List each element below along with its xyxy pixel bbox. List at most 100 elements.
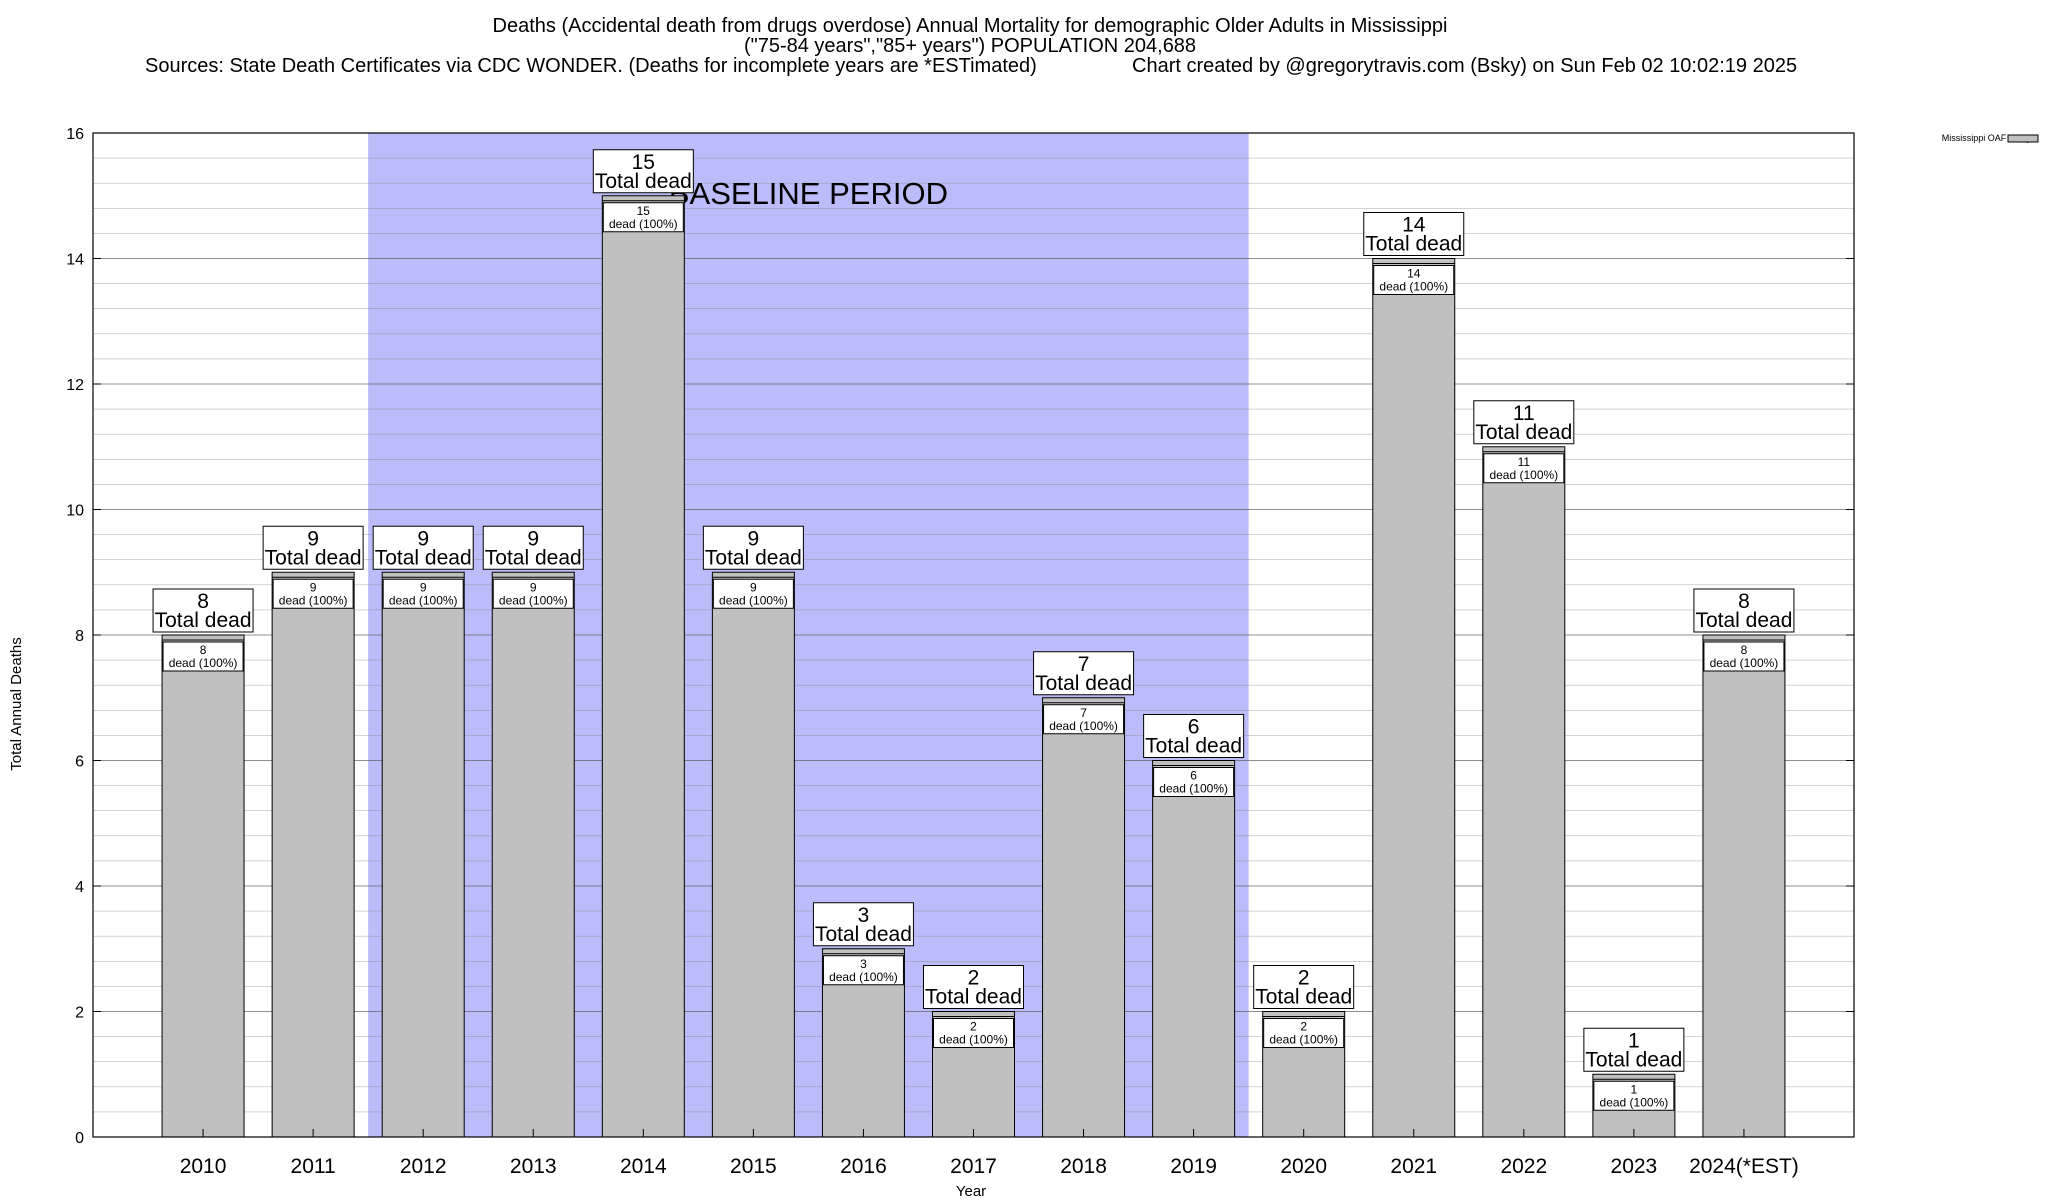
bar-top-total-label: Total dead	[815, 923, 912, 946]
bar-inner-percent-label: dead (100%)	[1269, 1033, 1338, 1047]
y-tick-label: 10	[66, 503, 84, 520]
x-tick-label: 2017	[950, 1155, 997, 1178]
x-tick-label: 2010	[180, 1155, 227, 1178]
bar-inner-value-label: 6	[1190, 769, 1197, 783]
bar-top-value-label: 9	[307, 527, 319, 550]
x-tick-label: 2011	[291, 1155, 336, 1178]
x-tick-label: 2022	[1500, 1155, 1547, 1178]
bar-top-value-label: 6	[1188, 716, 1200, 739]
bar	[1482, 446, 1566, 1138]
bar-top-value-label: 14	[1402, 214, 1426, 237]
bar-inner-value-label: 9	[310, 580, 317, 594]
bar-top-total-label: Total dead	[1695, 609, 1792, 632]
bar	[711, 571, 795, 1138]
x-tick-label: 2015	[730, 1155, 777, 1178]
bar-top-value-label: 8	[1738, 590, 1750, 613]
bar-top-value-label: 3	[858, 904, 870, 927]
x-tick-label: 2024(*EST)	[1689, 1155, 1799, 1178]
bar-top-total-label: Total dead	[1475, 421, 1572, 444]
bar-top-label-box	[592, 149, 694, 194]
bar-top-total-label: Total dead	[595, 170, 692, 193]
bar-inner-label-box	[602, 202, 684, 233]
bar-inner-label-box	[1263, 1018, 1345, 1048]
bar-inner-value-label: 3	[860, 957, 867, 971]
y-tick-label: 14	[66, 252, 84, 269]
bar-top-label-box	[812, 902, 914, 947]
bar-top-label-box	[702, 525, 804, 570]
bar-inner-percent-label: dead (100%)	[1489, 468, 1558, 482]
bar-inner-value-label: 9	[750, 580, 757, 594]
bar-top-total-label: Total dead	[1255, 986, 1352, 1009]
bar-inner-label-box	[1703, 641, 1785, 672]
bar-inner-value-label: 9	[530, 580, 537, 594]
bar-top-total-label: Total dead	[375, 546, 472, 569]
bar-inner-value-label: 2	[1300, 1020, 1307, 1034]
bar-top-value-label: 2	[968, 967, 980, 990]
bar-top-label-box	[1363, 212, 1465, 256]
bar-inner-percent-label: dead (100%)	[1600, 1095, 1669, 1109]
x-tick-label: 2023	[1611, 1155, 1658, 1178]
bar-top-label-box	[482, 525, 584, 570]
bar-inner-label-box	[1593, 1080, 1675, 1111]
bar-inner-value-label: 11	[1518, 455, 1531, 469]
bar	[381, 571, 465, 1138]
bar	[601, 195, 685, 1138]
bar-top-total-label: Total dead	[1145, 735, 1242, 758]
bar-top-value-label: 11	[1513, 402, 1535, 425]
bar-inner-label-box	[492, 578, 574, 609]
baseline-period-label: BASELINE PERIOD	[669, 176, 948, 211]
y-tick-label: 12	[66, 377, 84, 394]
x-tick-label: 2016	[840, 1155, 887, 1178]
chart-credit: Chart created by @gregorytravis.com (Bsk…	[1132, 55, 1797, 77]
bar	[271, 571, 355, 1138]
bar-inner-label-box	[1153, 767, 1235, 797]
x-tick-label: 2012	[400, 1155, 447, 1178]
bar-inner-label-box	[1043, 704, 1125, 735]
bar-top-value-label: 1	[1628, 1029, 1640, 1052]
bar	[1372, 258, 1456, 1138]
bar-inner-label-box	[822, 955, 904, 986]
legend-entry-label: Mississippi OAF 75+ yo	[1942, 133, 2036, 143]
bar-top-total-label: Total dead	[265, 546, 362, 569]
bar-inner-value-label: 1	[1631, 1082, 1638, 1096]
bar-top-label-box	[1253, 965, 1355, 1009]
bar-inner-percent-label: dead (100%)	[939, 1033, 1008, 1047]
bar-inner-value-label: 2	[970, 1020, 977, 1034]
bar-top-label-box	[1033, 651, 1135, 696]
bar	[1042, 697, 1126, 1138]
bar-inner-value-label: 9	[420, 580, 427, 594]
bar-top-label-box	[1473, 400, 1575, 445]
bar-inner-label-box	[933, 1018, 1014, 1048]
bar-inner-percent-label: dead (100%)	[1710, 656, 1779, 670]
bar-inner-label-box	[162, 641, 244, 672]
bar-top-total-label: Total dead	[485, 546, 582, 569]
bar-inner-percent-label: dead (100%)	[499, 593, 568, 607]
bar	[491, 571, 575, 1138]
bar-inner-percent-label: dead (100%)	[1379, 280, 1448, 294]
bar-inner-value-label: 8	[1741, 643, 1748, 657]
y-axis-label: Total Annual Deaths	[8, 637, 25, 770]
bar-top-value-label: 7	[1078, 653, 1090, 676]
bar-inner-percent-label: dead (100%)	[279, 593, 348, 607]
x-tick-label: 2020	[1280, 1155, 1327, 1178]
bar-top-label-box	[1583, 1027, 1685, 1072]
bar-top-value-label: 8	[197, 590, 209, 613]
bar	[1152, 760, 1236, 1138]
y-tick-label: 8	[75, 628, 84, 645]
x-tick-label: 2014	[620, 1155, 667, 1178]
bar-inner-value-label: 8	[200, 643, 207, 657]
bar-inner-label-box	[1373, 265, 1455, 295]
chart-sources: Sources: State Death Certificates via CD…	[145, 55, 1037, 77]
y-tick-label: 6	[75, 754, 84, 771]
bar-top-total-label: Total dead	[155, 609, 252, 632]
bar-top-label-box	[152, 588, 254, 633]
bar-top-value-label: 15	[632, 151, 655, 174]
bar-top-label-box	[372, 525, 474, 570]
bar-top-value-label: 9	[417, 527, 429, 550]
bar-top-total-label: Total dead	[705, 546, 802, 569]
y-tick-label: 0	[75, 1130, 84, 1147]
y-tick-label: 2	[75, 1005, 84, 1022]
